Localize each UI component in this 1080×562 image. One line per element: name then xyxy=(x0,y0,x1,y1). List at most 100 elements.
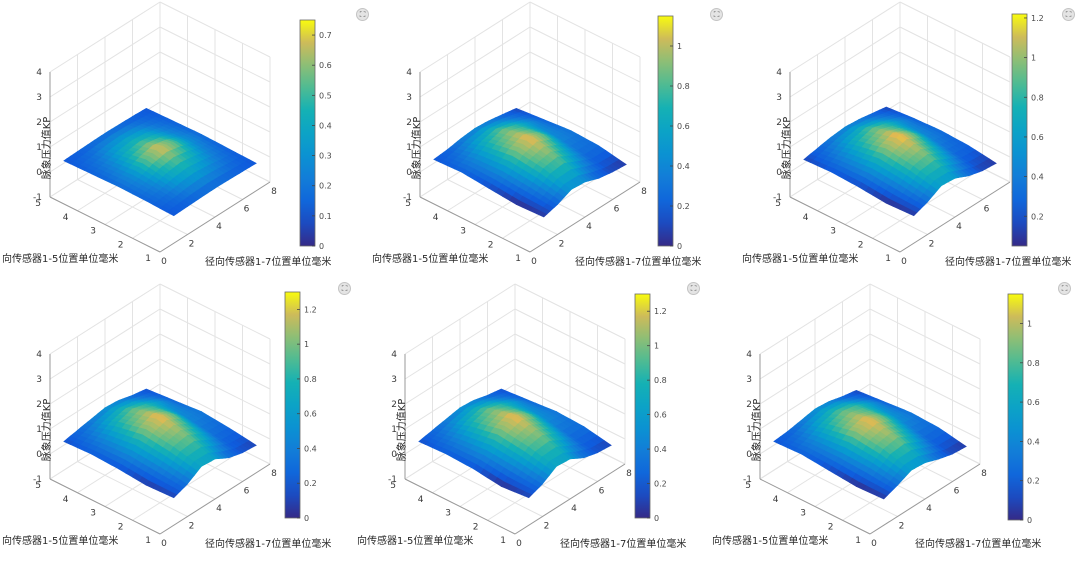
y-tick-label: 3 xyxy=(830,227,836,237)
z-tick-label: -1 xyxy=(743,475,752,485)
colorbar-gradient xyxy=(284,291,301,519)
surface xyxy=(63,388,257,499)
x-axis-line xyxy=(514,463,626,535)
export-icon[interactable]: ⛶ xyxy=(338,282,351,295)
colorbar-gradient xyxy=(1007,293,1024,521)
z-tick-label: 3 xyxy=(36,375,42,385)
wall-gridline xyxy=(869,283,981,340)
colorbar-tick-label: 1 xyxy=(677,42,682,51)
y-tick-label: 4 xyxy=(433,213,439,223)
x-tick-label: 4 xyxy=(926,504,932,514)
x-tick-label: 8 xyxy=(981,469,987,479)
x-tick-label: 0 xyxy=(531,257,537,267)
surface xyxy=(773,389,967,500)
wall-gridline xyxy=(899,76,1011,133)
wall-gridline xyxy=(49,51,161,123)
surface xyxy=(433,107,627,218)
z-tick-label: -1 xyxy=(33,475,42,485)
y-tick-label: 2 xyxy=(488,240,494,250)
z-tick-label: 3 xyxy=(776,93,782,103)
z-tick-label: 2 xyxy=(36,118,42,128)
wall-gridline xyxy=(159,26,271,83)
colorbar-tick-label: 0.6 xyxy=(677,122,690,131)
wall-gridline xyxy=(529,101,641,158)
colorbar-tick-label: 0.6 xyxy=(319,61,332,70)
wall-gridline xyxy=(159,1,271,58)
floor-gridline xyxy=(132,449,243,521)
wall-gridline xyxy=(159,101,271,158)
z-tick-label: 2 xyxy=(746,400,752,410)
colorbar-tick-label: 1 xyxy=(1027,319,1032,328)
colorbar-tick-label: 0.8 xyxy=(1027,359,1040,368)
wall-gridline xyxy=(759,358,871,430)
z-tick-label: 2 xyxy=(776,118,782,128)
y-axis-label: 向传感器1-5位置单位毫米 xyxy=(742,252,858,265)
wall-gridline xyxy=(159,383,271,440)
x-tick-label: 8 xyxy=(626,469,632,479)
wall-gridline xyxy=(49,26,161,98)
y-tick-label: 1 xyxy=(855,536,861,546)
y-axis-label: 向传感器1-5位置单位毫米 xyxy=(2,252,118,265)
x-tick-label: 0 xyxy=(161,539,167,549)
wall-gridline xyxy=(869,333,981,390)
z-tick-label: 4 xyxy=(36,350,42,360)
y-tick-label: 3 xyxy=(90,509,96,519)
export-icon[interactable]: ⛶ xyxy=(1062,8,1075,21)
export-icon[interactable]: ⛶ xyxy=(1058,282,1071,295)
surface xyxy=(803,106,997,217)
z-tick-label: 4 xyxy=(391,350,397,360)
export-icon[interactable]: ⛶ xyxy=(710,8,723,21)
colorbar: 0 0.2 0.4 0.6 0.8 1 xyxy=(657,15,690,251)
y-tick-label: 5 xyxy=(35,481,41,491)
x-axis-label: 径向传感器1-7位置单位毫米 xyxy=(205,537,331,550)
wall-gridline xyxy=(899,51,1011,108)
x-tick-label: 2 xyxy=(899,522,905,532)
wall-gridline xyxy=(419,1,531,73)
z-tick-label: 2 xyxy=(406,118,412,128)
x-tick-label: 6 xyxy=(244,487,250,497)
export-icon[interactable]: ⛶ xyxy=(687,282,700,295)
wall-gridline xyxy=(419,26,531,98)
wall-gridline xyxy=(789,1,901,73)
wall-gridline xyxy=(159,333,271,390)
x-tick-label: 6 xyxy=(614,205,620,215)
colorbar-tick-label: 1 xyxy=(304,340,309,349)
colorbar-tick-label: 0.8 xyxy=(1031,93,1044,102)
x-tick-label: 0 xyxy=(161,257,167,267)
colorbar-tick-label: 1 xyxy=(654,342,659,351)
surface xyxy=(63,107,257,217)
colorbar-tick-label: 0 xyxy=(319,242,324,251)
wall-gridline xyxy=(514,308,626,365)
y-axis-line xyxy=(404,478,516,535)
wall-gridline xyxy=(404,308,516,380)
y-tick-label: 4 xyxy=(63,213,69,223)
y-axis-label: 向传感器1-5位置单位毫米 xyxy=(2,534,118,547)
x-axis-line xyxy=(159,463,271,535)
surface-patch xyxy=(615,159,627,167)
wall-gridline xyxy=(159,283,271,340)
colorbar-tick-label: 0.4 xyxy=(677,162,690,171)
y-tick-label: 2 xyxy=(858,240,864,250)
x-tick-label: 4 xyxy=(586,222,592,232)
colorbar-tick-label: 1.2 xyxy=(654,307,667,316)
colorbar-tick-label: 1.2 xyxy=(1031,14,1044,23)
colorbar-tick-label: 0.8 xyxy=(654,376,667,385)
export-icon[interactable]: ⛶ xyxy=(356,8,369,21)
y-axis-line xyxy=(419,196,531,253)
plot-svg: -1012341234502468脉象压力值KP向传感器1-5位置单位毫米径向传… xyxy=(372,1,701,268)
colorbar: 0 0.2 0.4 0.6 0.8 1 xyxy=(1007,293,1040,525)
z-tick-label: -1 xyxy=(33,193,42,203)
z-tick-label: 3 xyxy=(746,375,752,385)
colorbar-tick-label: 0.2 xyxy=(1031,212,1044,221)
plot-svg: -1012341234502468脉象压力值KP向传感器1-5位置单位毫米径向传… xyxy=(742,1,1071,268)
z-axis-label: 脉象压力值KP xyxy=(40,117,53,180)
z-tick-label: -1 xyxy=(403,193,412,203)
surface-patch xyxy=(245,159,257,166)
y-tick-label: 1 xyxy=(145,536,151,546)
wall-gridline xyxy=(789,51,901,123)
colorbar: 0 0.2 0.4 0.6 0.8 1 1.2 xyxy=(634,293,667,523)
colorbar-gradient xyxy=(634,293,651,519)
wall-gridline xyxy=(159,358,271,415)
x-axis-label: 径向传感器1-7位置单位毫米 xyxy=(560,537,686,550)
wall-gridline xyxy=(159,76,271,133)
